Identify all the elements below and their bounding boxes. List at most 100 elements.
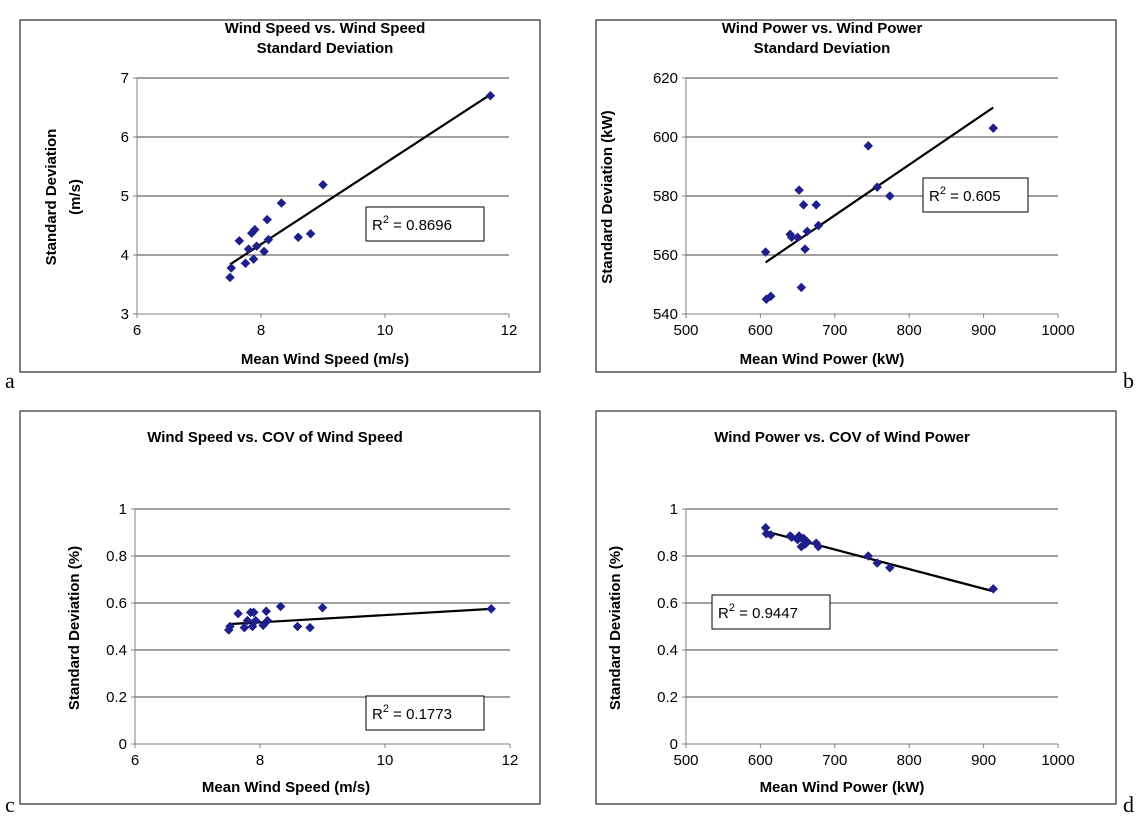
y-tick-label: 7 <box>121 70 129 87</box>
x-tick-label: 6 <box>131 752 139 769</box>
data-point <box>794 185 804 195</box>
data-point <box>318 179 328 190</box>
panel-letter: b <box>1123 368 1134 393</box>
panel-letter: a <box>5 368 15 393</box>
chart-panel-d: 0 0.2 0.4 0.6 0.8 1 500 600 700 800 900 1000 Wind Po… <box>595 410 1134 817</box>
data-point <box>242 615 253 626</box>
x-tick-label: 600 <box>748 322 773 339</box>
data-point <box>305 228 316 239</box>
y-tick-label: 6 <box>121 129 129 146</box>
y-tick-label: 580 <box>653 188 678 205</box>
data-point <box>317 602 328 613</box>
y-tick-label: 0.8 <box>657 548 678 565</box>
data-point <box>234 235 245 246</box>
data-point <box>262 214 273 225</box>
data-point <box>276 198 287 208</box>
data-point <box>250 615 261 626</box>
data-point <box>798 199 809 210</box>
r-squared-label: R2 = 0.9447 <box>718 602 798 622</box>
data-point <box>800 244 810 254</box>
y-axis-label: Standard Deviation (%) <box>607 546 624 710</box>
chart-title: Wind Speed vs. COV of Wind Speed <box>147 429 403 446</box>
y-tick-label: 0.2 <box>106 689 127 706</box>
trendline <box>228 607 492 626</box>
y-tick-label: 540 <box>653 306 678 323</box>
data-point <box>863 140 874 151</box>
x-axis-label: Mean Wind Power (kW) <box>760 779 925 796</box>
y-tick-label: 1 <box>670 501 678 518</box>
data-point <box>249 224 260 235</box>
x-tick-label: 12 <box>501 322 518 339</box>
x-tick-label: 700 <box>822 752 847 769</box>
x-tick-label: 800 <box>897 322 922 339</box>
x-tick-label: 500 <box>673 322 698 339</box>
data-point <box>811 199 822 210</box>
data-point <box>486 604 497 614</box>
x-tick-label: 10 <box>377 322 394 339</box>
y-tick-label: 0.8 <box>106 548 127 565</box>
data-point <box>885 191 895 201</box>
y-tick-label: 0 <box>119 736 127 753</box>
chart-title: Wind Speed vs. Wind Speed <box>225 20 426 37</box>
x-tick-label: 500 <box>673 752 698 769</box>
trendline <box>229 93 492 266</box>
x-tick-label: 8 <box>256 752 264 769</box>
data-point <box>813 541 824 552</box>
data-point <box>261 606 272 617</box>
y-tick-label: 0.4 <box>106 642 127 659</box>
data-point <box>251 241 262 252</box>
y-tick-label: 620 <box>653 70 678 87</box>
data-point <box>226 263 237 273</box>
r-squared-box <box>922 177 1029 213</box>
data-point <box>240 258 251 269</box>
x-tick-label: 700 <box>822 322 847 339</box>
data-point <box>485 90 496 101</box>
r-squared-box <box>365 206 485 242</box>
data-point <box>225 272 235 283</box>
y-tick-label: 0.4 <box>657 642 678 659</box>
chart-title: Standard Deviation <box>754 40 891 57</box>
y-tick-label: 0.6 <box>657 595 678 612</box>
chart-title: Wind Power vs. COV of Wind Power <box>714 429 970 446</box>
chart-panel-b: 540 560 580 600 620 500 600 700 800 900 1000 Wind P… <box>595 19 1134 393</box>
y-tick-label: 560 <box>653 247 678 264</box>
data-point <box>792 232 803 243</box>
x-tick-label: 600 <box>748 752 773 769</box>
data-point <box>239 622 250 633</box>
data-point <box>765 529 776 540</box>
data-point <box>243 244 254 254</box>
data-point <box>233 608 243 619</box>
y-tick-label: 0.2 <box>657 689 678 706</box>
x-tick-label: 10 <box>377 752 394 769</box>
data-point <box>863 551 874 561</box>
data-point <box>988 123 999 134</box>
x-tick-label: 6 <box>133 322 141 339</box>
chart-title: Wind Power vs. Wind Power <box>722 20 923 37</box>
data-point <box>988 584 999 594</box>
y-tick-label: 5 <box>121 188 129 205</box>
panel-letter: c <box>5 792 15 817</box>
data-point <box>259 246 269 257</box>
data-point <box>872 182 883 193</box>
y-axis-label: (m/s) <box>67 179 84 215</box>
data-point <box>263 234 274 245</box>
data-point <box>293 232 304 243</box>
x-axis-label: Mean Wind Speed (m/s) <box>241 351 409 368</box>
x-axis-label: Mean Wind Power (kW) <box>740 351 905 368</box>
data-point <box>872 558 883 568</box>
data-point <box>305 622 315 633</box>
data-point <box>248 254 259 264</box>
y-tick-label: 0 <box>670 736 678 753</box>
data-point <box>802 537 813 547</box>
data-point <box>275 601 286 612</box>
r-squared-box <box>711 594 831 630</box>
data-point <box>262 615 273 626</box>
y-tick-label: 4 <box>121 247 129 264</box>
r-squared-box <box>365 695 485 731</box>
y-tick-label: 600 <box>653 129 678 146</box>
y-axis-label: Standard Deviation <box>43 129 60 266</box>
data-point <box>802 226 813 237</box>
chart-frame <box>595 410 1117 805</box>
r-squared-label: R2 = 0.8696 <box>372 214 452 234</box>
